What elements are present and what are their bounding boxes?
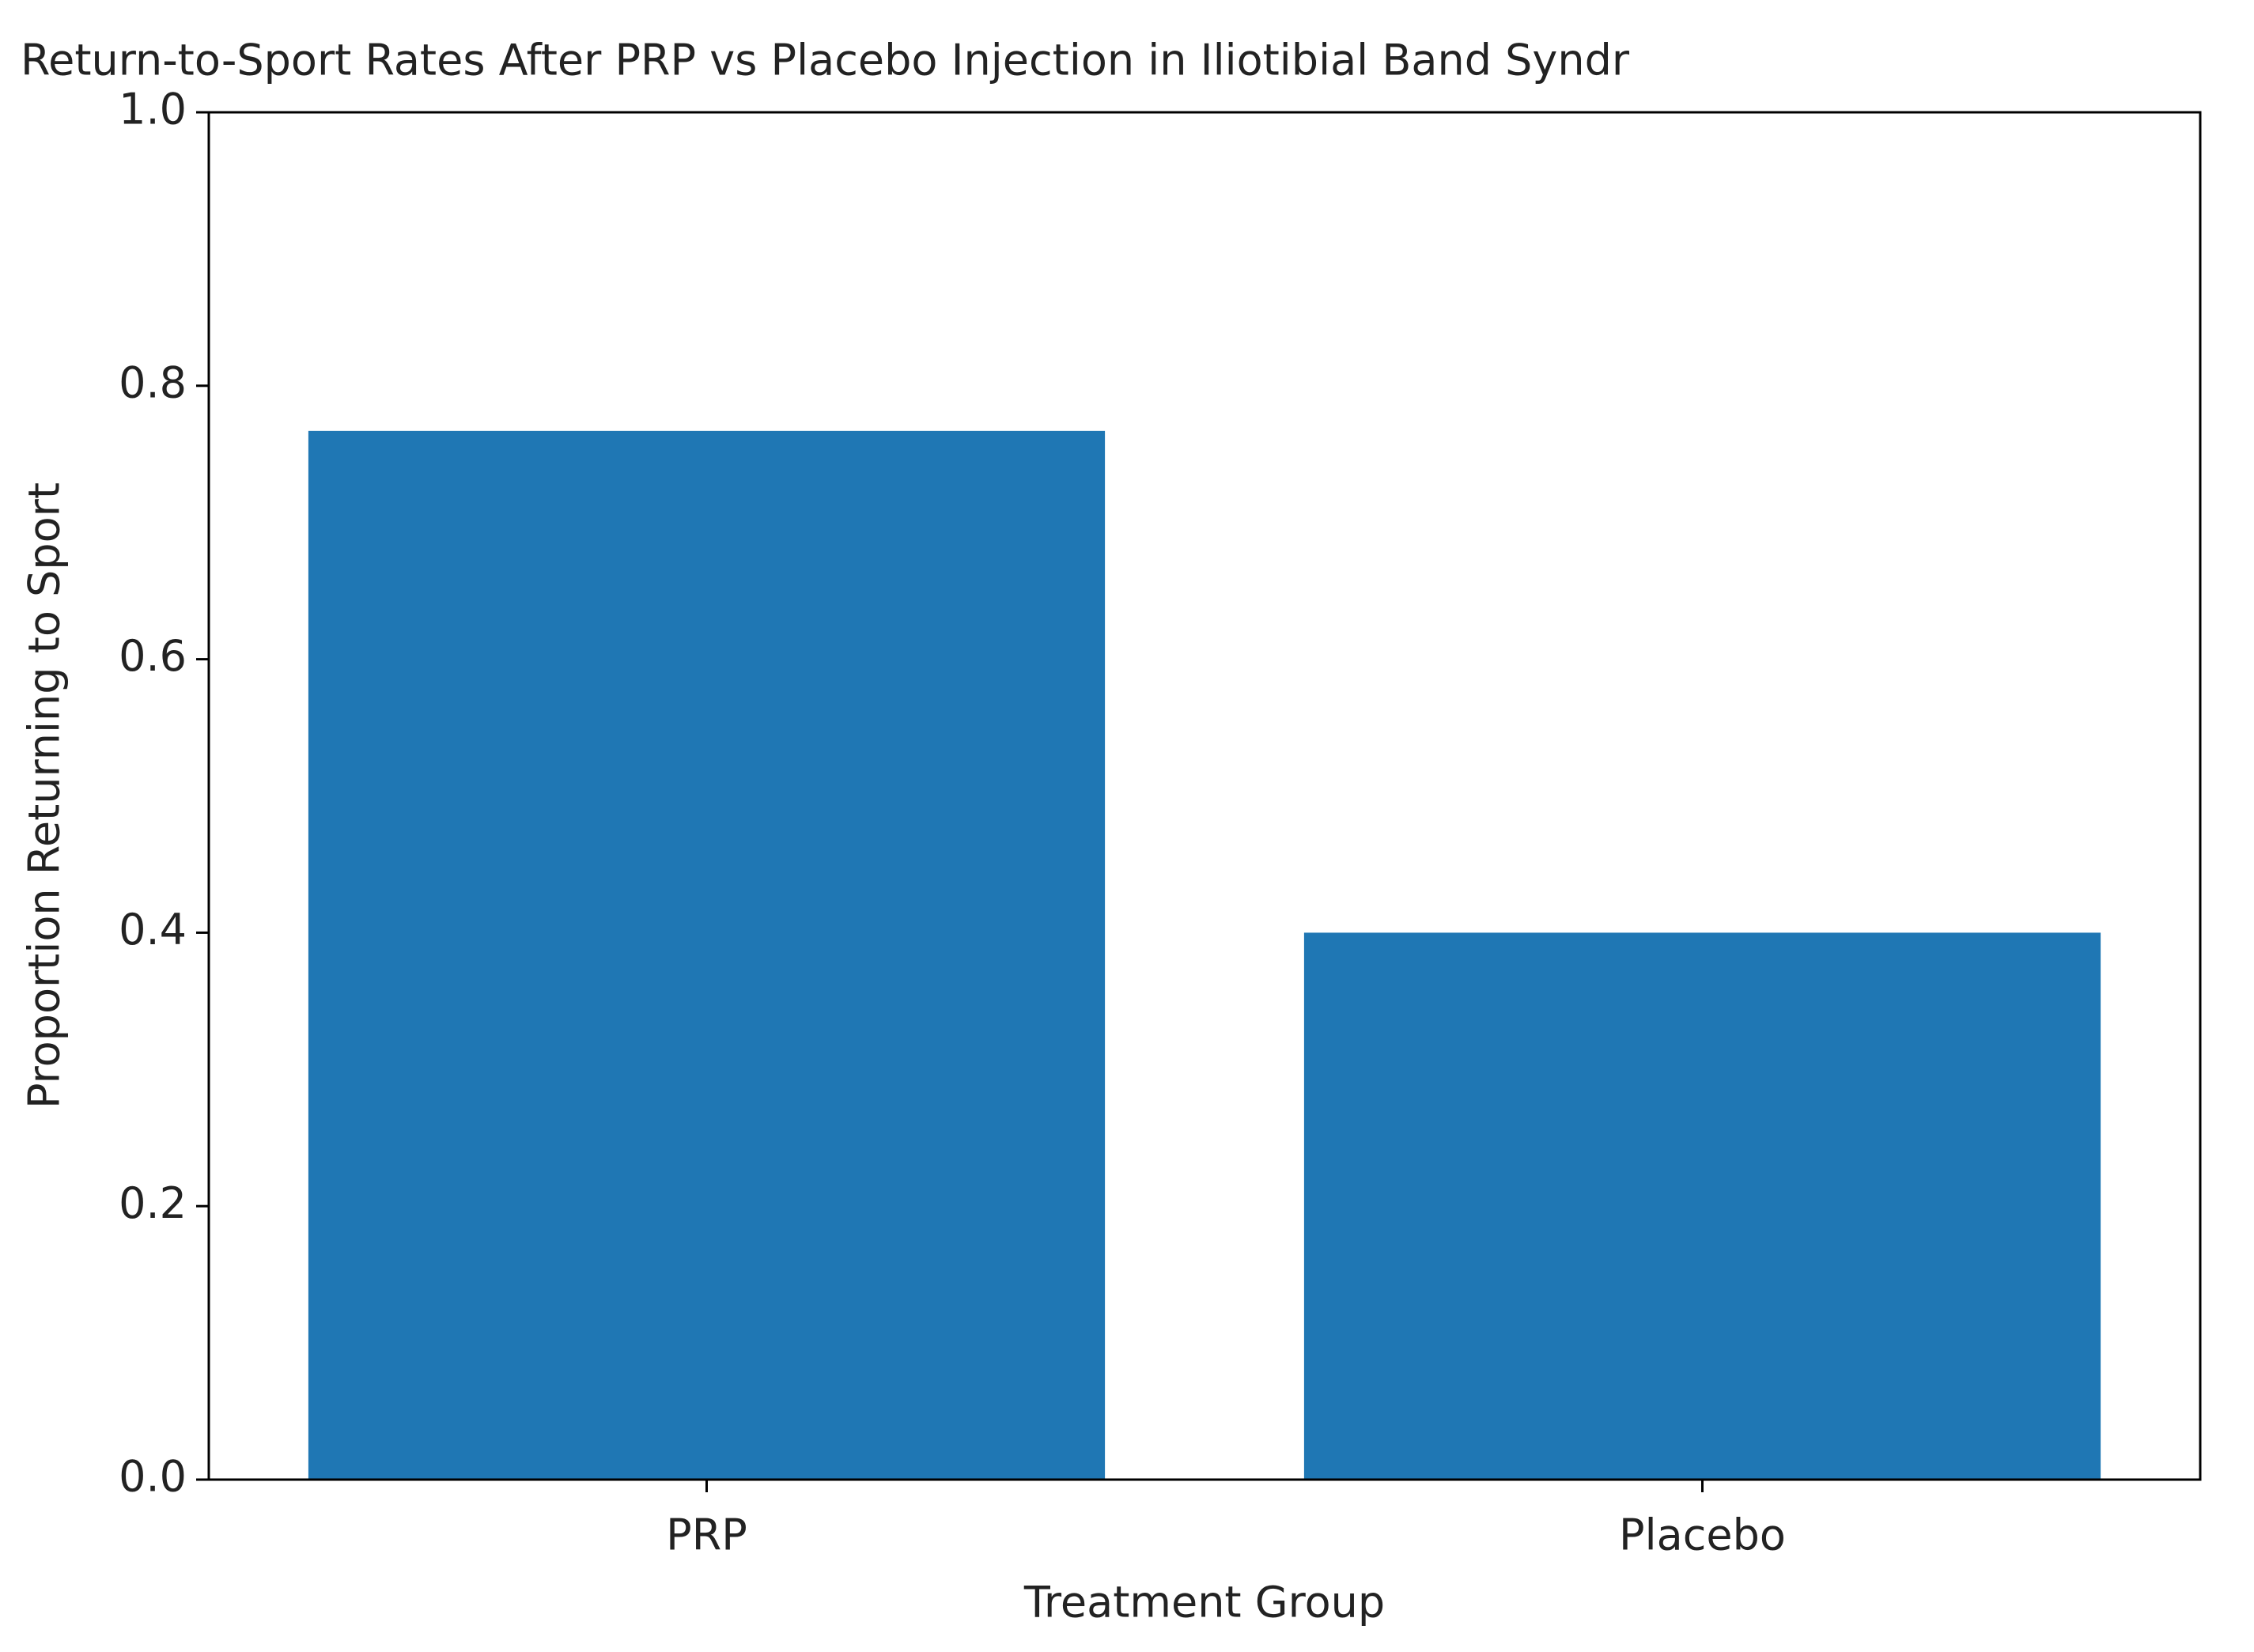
y-tick-label: 0.6 xyxy=(119,631,187,681)
bar xyxy=(308,430,1106,1480)
y-tick-label: 0.2 xyxy=(119,1178,187,1228)
x-axis-label: Treatment Group xyxy=(1023,1578,1385,1627)
y-tick-label: 0.8 xyxy=(119,357,187,407)
y-axis-label: Proportion Returning to Sport xyxy=(20,482,70,1109)
bar xyxy=(1303,932,2101,1480)
y-tick-label: 0.0 xyxy=(119,1452,187,1502)
plot-frame xyxy=(207,111,2202,1481)
x-tick-label: PRP xyxy=(666,1510,747,1560)
x-tick-label: Placebo xyxy=(1619,1510,1786,1560)
y-tick-label: 0.4 xyxy=(119,905,187,955)
y-tick-label: 1.0 xyxy=(119,85,187,134)
chart-title: Return-to-Sport Rates After PRP vs Place… xyxy=(21,36,1630,85)
